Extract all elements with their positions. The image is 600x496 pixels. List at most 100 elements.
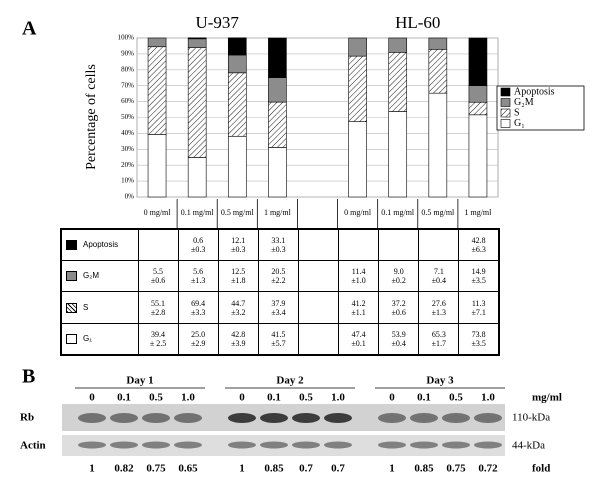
dose-label: 0.1 bbox=[417, 392, 431, 404]
cell-sd: ±0.6 bbox=[150, 276, 166, 286]
cell-mean: 73.8 bbox=[471, 329, 486, 339]
cell-sd: ±1.8 bbox=[231, 276, 246, 286]
panel-label: A bbox=[22, 18, 37, 40]
row-label: G₁ bbox=[83, 333, 92, 343]
bar-segment bbox=[187, 157, 207, 198]
rb-band bbox=[442, 413, 470, 423]
cell-sd: ±0.4 bbox=[431, 276, 447, 286]
y-tick-label: 70% bbox=[121, 81, 134, 89]
bar-segment bbox=[268, 37, 287, 78]
row-swatch bbox=[66, 271, 77, 282]
table-cell: 0.6 ±0.3 bbox=[177, 228, 219, 262]
day-label: Day 2 bbox=[276, 375, 304, 387]
bar-segment bbox=[388, 111, 408, 198]
bar-segment bbox=[227, 54, 247, 74]
cell-sd: ±0.2 bbox=[391, 276, 406, 286]
legend-swatch bbox=[500, 98, 511, 107]
row-label-cell: G₁ bbox=[60, 322, 139, 356]
table-cell bbox=[297, 228, 340, 262]
blot-row-label: Rb bbox=[20, 412, 34, 424]
x-tick-label: 1 mg/ml bbox=[263, 207, 291, 217]
cell-mean: 0.6 bbox=[193, 236, 204, 246]
table-cell bbox=[297, 260, 340, 293]
rb-band bbox=[142, 413, 170, 423]
actin-band bbox=[474, 441, 502, 449]
dose-label: 0 bbox=[89, 392, 95, 404]
table-cell: 37.9 ±3.4 bbox=[257, 291, 299, 324]
blot-size-label: 110-kDa bbox=[512, 412, 550, 424]
cell-mean: 53.9 bbox=[391, 329, 406, 339]
bar-segment bbox=[428, 48, 448, 94]
actin-band bbox=[378, 441, 406, 449]
y-tick-label: 30% bbox=[121, 145, 134, 153]
legend-label: Apoptosis bbox=[514, 86, 555, 97]
table-cell bbox=[137, 228, 179, 262]
bar-segment bbox=[468, 114, 488, 198]
dose-label: 0 bbox=[389, 392, 395, 404]
bar-segment bbox=[147, 134, 167, 198]
row-label: Apoptosis bbox=[83, 240, 119, 250]
row-label-cell: Apoptosis bbox=[60, 228, 139, 262]
cell-mean: 42.8 bbox=[471, 236, 486, 246]
fold-value: 0.82 bbox=[114, 463, 134, 475]
y-tick-label: 60% bbox=[121, 97, 134, 105]
dose-label: 0.5 bbox=[149, 392, 163, 404]
actin-band bbox=[228, 441, 256, 449]
cell-mean: 37.2 bbox=[391, 298, 406, 308]
dose-label: 0.1 bbox=[117, 392, 131, 404]
cell-sd: ±1.3 bbox=[431, 307, 447, 317]
table-cell: 69.4 ±3.3 bbox=[177, 291, 219, 324]
row-label: G₂M bbox=[83, 271, 99, 281]
row-label-cell: G₂M bbox=[60, 260, 139, 293]
actin-band bbox=[78, 441, 106, 449]
cell-mean: 12.1 bbox=[231, 236, 246, 246]
x-tick-label: 1 mg/ml bbox=[464, 207, 492, 217]
cell-sd: ±0.3 bbox=[190, 245, 206, 255]
bar-segment bbox=[348, 37, 367, 57]
table-cell: 53.9 ±0.4 bbox=[378, 322, 420, 356]
y-tick-label: 100% bbox=[118, 34, 135, 42]
bar-segment bbox=[348, 55, 367, 122]
x-tick-label: 0.1 mg/ml bbox=[381, 207, 415, 217]
rb-band bbox=[410, 413, 438, 423]
rb-band bbox=[228, 413, 256, 423]
table-cell: 20.5 ±2.2 bbox=[257, 260, 299, 293]
cell-mean: 42.8 bbox=[231, 329, 246, 339]
cell-mean: 47.4 bbox=[351, 329, 366, 339]
cell-sd: ±0.1 bbox=[351, 338, 366, 348]
fold-value: 0.85 bbox=[414, 463, 434, 475]
x-tick-label: 0.1 mg/ml bbox=[180, 207, 214, 217]
dose-label: 0.5 bbox=[299, 392, 313, 404]
cell-sd: ±0.3 bbox=[231, 245, 246, 255]
bar-segment bbox=[468, 101, 488, 116]
dose-label: 0.1 bbox=[267, 392, 281, 404]
x-tick-label: 0.5 mg/ml bbox=[220, 207, 254, 217]
y-tick-label: 10% bbox=[121, 177, 134, 185]
dose-label: 0 bbox=[239, 392, 245, 404]
table-cell: 27.6 ±1.3 bbox=[418, 291, 460, 324]
cell-mean: 12.5 bbox=[231, 267, 246, 277]
day-label: Day 1 bbox=[126, 375, 153, 387]
dose-label: 1.0 bbox=[331, 392, 345, 404]
bar-segment bbox=[388, 52, 408, 112]
table-cell bbox=[338, 228, 380, 262]
y-tick-label: 0% bbox=[125, 193, 135, 201]
cell-mean: 11.3 bbox=[471, 298, 486, 308]
actin-band bbox=[324, 441, 352, 449]
legend-box bbox=[496, 85, 585, 131]
cell-mean: 9.0 bbox=[393, 267, 404, 277]
bar-segment bbox=[187, 47, 207, 158]
legend-swatch bbox=[500, 108, 511, 118]
bar-segment bbox=[428, 92, 448, 198]
cell-sd: ±2.9 bbox=[190, 338, 206, 348]
blot-size-label: 44-kDa bbox=[512, 440, 545, 452]
fold-value: 0.85 bbox=[264, 463, 284, 475]
bar-segment bbox=[428, 37, 448, 50]
cell-mean: 55.1 bbox=[151, 298, 166, 308]
table-cell: 5.6 ±1.3 bbox=[177, 260, 219, 293]
cell-sd: ±3.5 bbox=[471, 276, 486, 286]
table-cell: 65.3 ±1.7 bbox=[418, 322, 460, 356]
actin-band bbox=[142, 441, 170, 449]
y-tick-label: 20% bbox=[121, 161, 134, 169]
data-table: Apoptosis 0.6 ±0.3 12.1 ±0.3 33.1 ±0.3 42.8 ±6.3… bbox=[60, 228, 500, 356]
